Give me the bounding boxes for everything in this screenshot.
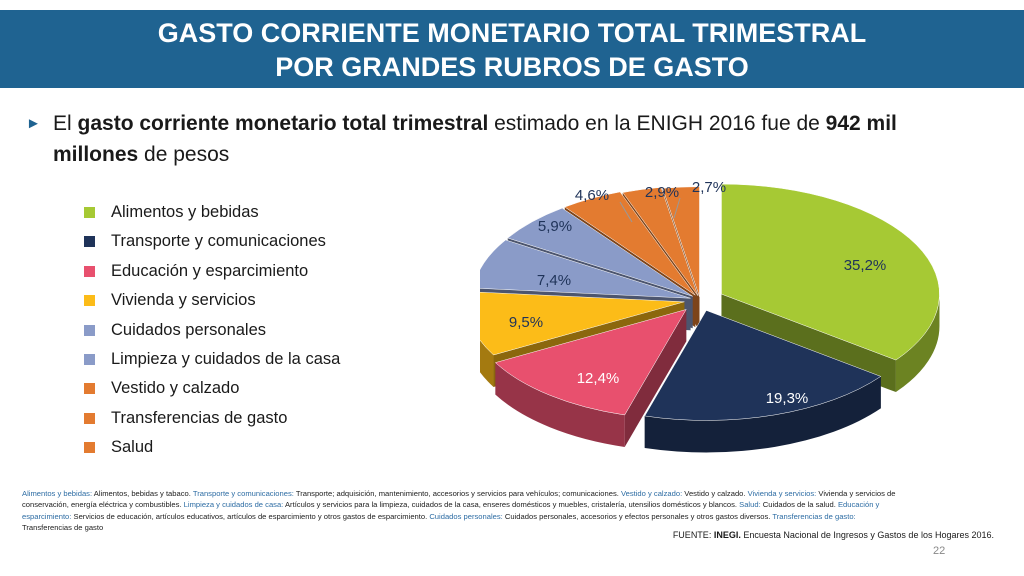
intro-part-2: estimado en la ENIGH 2016 fue de: [488, 112, 826, 135]
note-cat: Transferencias de gasto:: [772, 511, 856, 521]
note-cat: Educación y esparcimiento:: [22, 500, 880, 521]
pie-data-label: 2,9%: [645, 184, 679, 201]
legend-label: Salud: [111, 438, 154, 457]
legend-item: Limpieza y cuidados de la casa: [84, 345, 340, 374]
intro-part-1: El: [53, 112, 78, 135]
note-desc: Vestido y calzado.: [682, 489, 748, 498]
legend-item: Alimentos y bebidas: [84, 198, 340, 227]
pie-slice: [480, 239, 691, 299]
intro-bold-2: 942 mil millones: [53, 112, 897, 166]
legend-swatch: [84, 383, 95, 395]
pie-data-label: 19,3%: [766, 390, 809, 407]
title-line-2: POR GRANDES RUBROS DE GASTO: [275, 52, 749, 82]
pie-slice: [721, 183, 940, 361]
pie-chart: 35,2% 19,3% 12,4% 9,5% 7,4% 5,9%4,6% 2,9% 2,7%: [480, 179, 940, 453]
legend-swatch: [84, 207, 95, 218]
note-desc: Artículos y servicios para la limpieza, …: [283, 500, 740, 510]
pie-slice: [622, 187, 699, 296]
intro-part-3: de pesos: [138, 143, 230, 166]
legend-label: Vivienda y servicios: [111, 291, 256, 310]
legend-label: Vestido y calzado: [111, 379, 240, 398]
note-cat: Transporte y comunicaciones:: [192, 489, 294, 498]
source-text: Encuesta Nacional de Ingresos y Gastos d…: [740, 530, 994, 540]
pie-slice: [507, 207, 693, 297]
pie-data-label: 35,2%: [844, 257, 887, 274]
pie-data-label: 9,5%: [509, 314, 543, 331]
note-cat: Salud:: [739, 500, 761, 510]
intro-text: El gasto corriente monetario total trime…: [53, 108, 986, 170]
pie-data-label: 12,4%: [577, 370, 620, 387]
legend-item: Vivienda y servicios: [84, 286, 340, 315]
legend-item: Educación y esparcimiento: [84, 257, 340, 286]
legend-swatch: [84, 412, 95, 424]
legend-label: Alimentos y bebidas: [111, 203, 259, 221]
chart-legend: Alimentos y bebidas Transporte y comunic…: [84, 198, 340, 463]
note-desc: Transporte; adquisición, mantenimiento, …: [293, 489, 621, 498]
intro-paragraph: ► El gasto corriente monetario total tri…: [26, 108, 986, 170]
bullet-arrow-icon: ►: [26, 115, 41, 132]
legend-swatch: [84, 265, 95, 277]
note-desc: Vivienda y servicios de conservación, en…: [22, 489, 896, 510]
pie-data-label: 7,4%: [537, 272, 571, 289]
legend-label: Transferencias de gasto: [111, 408, 288, 427]
pie-slice: [644, 310, 882, 421]
source-note: FUENTE: INEGI. Encuesta Nacional de Ingr…: [673, 530, 994, 540]
note-cat: Vivienda y servicios:: [747, 489, 817, 498]
title-bar: GASTO CORRIENTE MONETARIO TOTAL TRIMESTR…: [0, 10, 1024, 88]
label-leader-line: [619, 201, 633, 223]
footnotes: Alimentos y bebidas: Alimentos, bebidas …: [22, 488, 902, 534]
legend-swatch: [84, 353, 95, 365]
pie-slice: [480, 291, 685, 356]
legend-item: Transporte y comunicaciones: [84, 227, 340, 256]
legend-label: Cuidados personales: [111, 320, 267, 339]
pie-slice: [494, 309, 687, 416]
note-cat: Cuidados personales:: [429, 511, 503, 521]
note-desc: Transferencias de gasto: [22, 523, 104, 533]
note-desc: Servicios de educación, artículos educat…: [71, 511, 430, 521]
pie-data-label: 5,9%: [538, 218, 572, 235]
pie-data-label: 4,6%: [575, 187, 609, 204]
note-cat: Limpieza y cuidados de casa:: [183, 500, 284, 510]
note-desc: Cuidados personales, accesorios y efecto…: [502, 511, 773, 521]
legend-swatch: [84, 236, 95, 248]
pie-slice: [564, 191, 696, 296]
pie-slice: [662, 186, 700, 297]
page-number: 22: [933, 545, 946, 557]
note-cat: Alimentos y bebidas:: [22, 489, 93, 498]
note-desc: Cuidados de la salud.: [760, 500, 838, 510]
source-prefix: FUENTE:: [672, 530, 714, 540]
legend-item: Vestido y calzado: [84, 374, 340, 403]
note-desc: Alimentos, bebidas y tabaco.: [92, 489, 193, 498]
legend-label: Educación y esparcimiento: [111, 261, 309, 280]
intro-bold-1: gasto corriente monetario total trimestr…: [77, 112, 489, 135]
source-org: INEGI.: [713, 530, 741, 540]
label-leader-line: [673, 197, 681, 219]
legend-label: Limpieza y cuidados de la casa: [111, 349, 341, 368]
legend-item: Transferencias de gasto: [84, 404, 340, 433]
legend-label: Transporte y comunicaciones: [111, 232, 326, 251]
legend-item: Cuidados personales: [84, 316, 340, 345]
pie-data-label: 2,7%: [692, 179, 726, 196]
legend-swatch: [84, 442, 95, 454]
legend-swatch: [84, 295, 95, 307]
title-line-1: GASTO CORRIENTE MONETARIO TOTAL TRIMESTR…: [157, 18, 867, 48]
legend-swatch: [84, 324, 95, 336]
note-cat: Vestido y calzado:: [620, 489, 683, 498]
legend-item: Salud: [84, 433, 340, 462]
